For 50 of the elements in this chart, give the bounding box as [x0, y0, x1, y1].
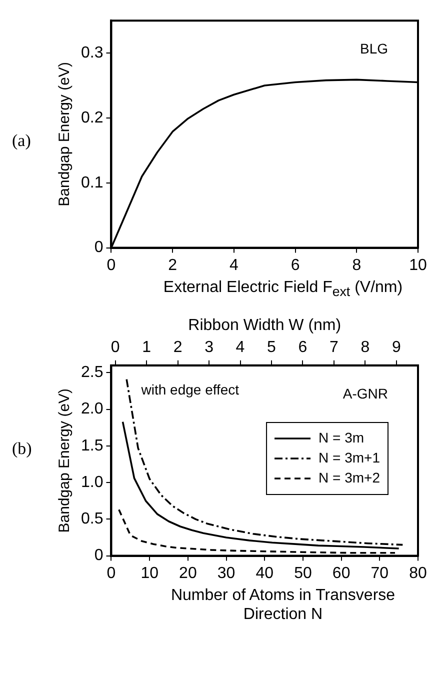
- x-tick-label: 40: [256, 564, 274, 582]
- x-tick-label: 50: [294, 564, 312, 582]
- x-tick-label: 80: [409, 564, 427, 582]
- y-tick-label: 0.5: [80, 510, 104, 528]
- x-tick-label: 8: [352, 256, 362, 274]
- x2-tick-label: 9: [392, 339, 401, 356]
- y-tick-label: 2.5: [80, 364, 104, 382]
- x-tick-label: 60: [332, 564, 350, 582]
- x-tick-label: 10: [140, 564, 159, 582]
- legend-label: N = 3m+2: [318, 469, 380, 486]
- x2-tick-label: 5: [267, 339, 276, 356]
- y-tick-label: 0.1: [80, 174, 104, 192]
- x2-tick-label: 0: [110, 339, 120, 356]
- x2-tick-label: 1: [142, 339, 152, 356]
- text: (a): [12, 131, 31, 151]
- x-tick-label: 20: [179, 564, 197, 582]
- annotation: BLG: [360, 40, 388, 56]
- annotation: with edge effect: [140, 381, 240, 398]
- x-tick-label: 30: [217, 564, 236, 582]
- line-series: [126, 378, 404, 546]
- y-tick-label: 0: [94, 547, 104, 564]
- x-axis-title: External Electric Field F$_{ext}$ (V/nm): [162, 278, 404, 302]
- legend-label: N = 3m: [318, 429, 364, 446]
- line-series: [118, 508, 396, 554]
- x2-tick-label: 6: [298, 339, 308, 356]
- x2-axis-title: Ribbon Width W (nm): [188, 317, 342, 334]
- x-tick-label: 0: [106, 564, 116, 582]
- x2-tick-label: 7: [330, 339, 339, 356]
- annotation: A-GNR: [342, 385, 388, 402]
- x-tick-label: 10: [409, 256, 427, 274]
- x-tick-label: 2: [168, 256, 178, 274]
- y-axis-title: Bandgap Energy (eV): [56, 62, 74, 206]
- y-tick-label: 2.0: [80, 400, 104, 418]
- x-tick-label: 70: [370, 564, 389, 582]
- y-tick-label: 1.0: [80, 474, 104, 491]
- legend-label: N = 3m+1: [318, 449, 380, 466]
- x2-tick-label: 4: [236, 339, 245, 356]
- x2-tick-label: 8: [360, 339, 370, 356]
- y-tick-label: 0.3: [80, 44, 104, 62]
- y-axis-title: Bandgap Energy (eV): [56, 388, 74, 533]
- x-tick-label: 6: [290, 256, 300, 274]
- x-tick-label: 0: [106, 256, 116, 274]
- y-tick-label: 0: [94, 239, 104, 256]
- y-tick-label: 1.5: [80, 437, 104, 454]
- x2-tick-label: 3: [204, 339, 214, 356]
- text: (b): [12, 439, 32, 459]
- y-tick-label: 0.2: [80, 109, 104, 126]
- x2-tick-label: 2: [173, 339, 182, 356]
- x-axis-title: Number of Atoms in Transverse Direction N: [170, 586, 396, 624]
- x-tick-label: 4: [229, 256, 238, 274]
